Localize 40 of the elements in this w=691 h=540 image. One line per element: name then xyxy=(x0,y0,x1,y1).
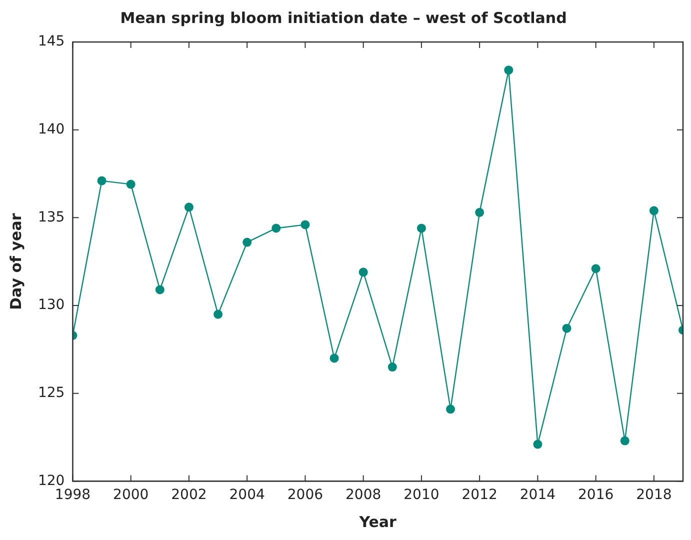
point xyxy=(184,202,194,212)
point xyxy=(562,324,572,333)
point xyxy=(591,264,600,274)
y-tick-label: 125 xyxy=(38,385,65,401)
y-tick-label: 130 xyxy=(38,297,65,314)
point xyxy=(533,440,542,449)
point xyxy=(416,224,426,233)
x-tick-label: 2018 xyxy=(636,487,672,504)
point xyxy=(620,436,630,446)
y-tick-label: 145 xyxy=(38,34,65,50)
y-tick-label: 135 xyxy=(38,209,65,226)
x-tick-label: 2004 xyxy=(229,487,265,504)
x-tick-label: 2000 xyxy=(113,487,149,504)
point xyxy=(446,404,456,414)
point xyxy=(475,208,484,217)
y-axis-title: Day of year xyxy=(6,212,25,310)
point xyxy=(330,354,339,363)
point xyxy=(272,224,281,233)
point xyxy=(358,268,368,277)
point xyxy=(242,238,252,247)
point xyxy=(214,310,223,319)
y-tick-label: 140 xyxy=(38,121,65,138)
y-tick-label: 120 xyxy=(38,472,65,489)
point xyxy=(126,180,136,189)
chart-title: Mean spring bloom initiation date – west of Scotland xyxy=(120,8,567,27)
point xyxy=(649,206,658,216)
x-tick-label: 2002 xyxy=(171,487,207,504)
point xyxy=(300,220,310,230)
x-tick-label: 2014 xyxy=(520,487,556,504)
x-tick-label: 2012 xyxy=(462,487,498,504)
x-tick-label: 1998 xyxy=(54,487,91,504)
x-tick-label: 2016 xyxy=(578,487,614,504)
x-tick-label: 2006 xyxy=(287,487,324,504)
point xyxy=(388,362,397,372)
point xyxy=(155,285,164,294)
x-tick-label: 2008 xyxy=(346,487,382,504)
point xyxy=(97,176,106,186)
x-axis-title: Year xyxy=(358,512,398,531)
x-tick-label: 2010 xyxy=(404,487,440,504)
point xyxy=(504,66,514,75)
